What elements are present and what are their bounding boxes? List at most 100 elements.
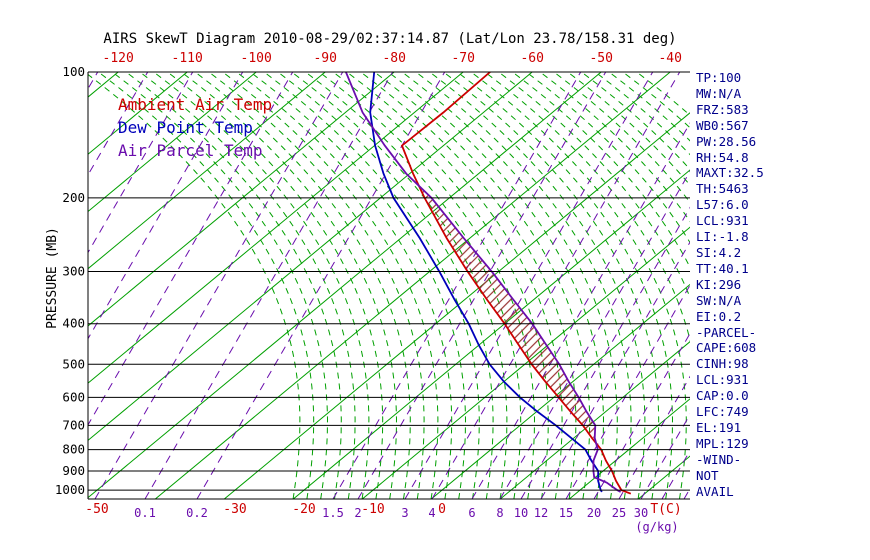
isotherm-line xyxy=(88,72,257,213)
moist-adiabat-line xyxy=(88,73,301,499)
moist-adiabat-line xyxy=(180,72,398,499)
moist-adiabat-line xyxy=(470,72,687,499)
moist-adiabat-line xyxy=(249,72,467,499)
plot-area xyxy=(0,72,690,499)
moist-adiabat-line xyxy=(553,72,690,204)
mixing-ratio-label: 3 xyxy=(401,506,408,520)
mixing-unit-label: (g/kg) xyxy=(635,520,678,534)
mixing-ratio-line xyxy=(471,122,690,499)
top-temp-label: -60 xyxy=(520,51,543,66)
moist-adiabat-line xyxy=(581,72,690,171)
mixing-ratio-line xyxy=(88,72,244,340)
moist-adiabat-line xyxy=(374,72,591,499)
moist-adiabat-line xyxy=(594,72,690,156)
moist-adiabat-line xyxy=(456,72,674,499)
stat-line: PW:28.56 xyxy=(696,133,757,149)
mixing-ratio-line xyxy=(661,449,690,499)
moist-adiabat-line xyxy=(387,72,605,499)
legend-dewpoint: Dew Point Temp xyxy=(118,118,253,137)
mixing-ratio-line xyxy=(196,72,446,499)
legend-ambient: Ambient Air Temp xyxy=(118,95,272,114)
pressure-tick-label: 700 xyxy=(62,417,85,432)
moist-adiabat-line xyxy=(346,72,563,499)
isotherm-line xyxy=(0,72,49,499)
mixing-ratio-label: 8 xyxy=(496,506,503,520)
moist-adiabat-line xyxy=(236,72,453,499)
top-temp-label: -80 xyxy=(382,51,405,66)
temp-unit-label: T(C) xyxy=(650,502,681,517)
moist-adiabat-line xyxy=(139,72,356,499)
stat-line: LI:-1.8 xyxy=(696,229,749,245)
stat-line: FRZ:583 xyxy=(696,101,749,117)
moist-adiabat-line xyxy=(539,72,690,223)
stat-line: NOT xyxy=(696,467,719,483)
pressure-tick-label: 900 xyxy=(62,463,85,478)
mixing-ratio-line xyxy=(88,72,149,176)
pressure-tick-label: 100 xyxy=(62,64,85,79)
chart-title: AIRS SkewT Diagram 2010-08-29/02:37:14.8… xyxy=(103,31,677,47)
parcel-curve xyxy=(345,72,622,493)
pressure-tick-label: 200 xyxy=(62,190,85,205)
mixing-ratio-line xyxy=(332,72,582,499)
bottom-temp-label: 0 xyxy=(438,502,446,517)
stat-line: MPL:129 xyxy=(696,435,749,451)
stat-line: LCL:931 xyxy=(696,372,749,388)
top-temp-label: -70 xyxy=(451,51,474,66)
stat-line: TP:100 xyxy=(696,70,742,85)
moist-adiabat-line xyxy=(153,72,370,499)
moist-adiabat-line xyxy=(512,72,690,269)
moist-adiabat-line xyxy=(291,72,508,499)
mixing-ratio-label: 0.2 xyxy=(186,506,208,520)
moist-adiabat-line xyxy=(567,72,690,186)
top-temp-label: -90 xyxy=(313,51,336,66)
pressure-tick-label: 1000 xyxy=(55,482,85,497)
legend-parcel: Air Parcel Temp xyxy=(118,141,263,160)
moist-adiabat-line xyxy=(222,72,439,499)
top-temp-label: -40 xyxy=(658,51,681,66)
mixing-ratio-label: 10 xyxy=(514,506,528,520)
mixing-ratio-label: 20 xyxy=(587,506,601,520)
moist-adiabat-line xyxy=(194,72,411,499)
moist-adiabat-line xyxy=(125,72,342,499)
moist-adiabat-line xyxy=(208,72,425,499)
moist-adiabat-line xyxy=(277,72,494,499)
moist-adiabat-line xyxy=(525,72,690,244)
pressure-tick-label: 600 xyxy=(62,389,85,404)
stat-line: L57:6.0 xyxy=(696,197,749,213)
stat-line: LFC:749 xyxy=(696,404,749,420)
mixing-ratio-line xyxy=(357,72,607,499)
cape-hatch-region xyxy=(420,189,596,438)
stat-line: SW:N/A xyxy=(696,292,742,308)
top-temp-label: -50 xyxy=(589,51,612,66)
stat-line: TT:40.1 xyxy=(696,260,749,276)
stat-line: CAPE:608 xyxy=(696,340,757,356)
stat-line: RH:54.8 xyxy=(696,149,749,165)
stat-line: EI:0.2 xyxy=(696,308,742,324)
stat-line: -WIND- xyxy=(696,451,742,467)
isotherm-line xyxy=(568,398,690,499)
isotherm-line xyxy=(361,226,690,499)
pressure-tick-label: 500 xyxy=(62,356,85,371)
moist-adiabat-line xyxy=(167,72,384,499)
isotherm-line xyxy=(88,72,464,384)
moist-adiabat-line xyxy=(401,72,618,499)
moist-adiabat-line xyxy=(263,72,480,499)
isotherm-line xyxy=(88,72,188,155)
stat-line: SI:4.2 xyxy=(696,244,742,260)
isotherm-line xyxy=(499,341,690,499)
mixing-ratio-line xyxy=(88,72,294,426)
moist-adiabat-line xyxy=(429,72,646,499)
moist-adiabat-line xyxy=(443,72,660,499)
moist-adiabat-line xyxy=(332,72,549,499)
moist-adiabat-lines xyxy=(88,72,690,499)
isotherm-line xyxy=(292,169,690,499)
moist-adiabat-line xyxy=(98,72,315,499)
mixing-ratio-label: 15 xyxy=(559,506,573,520)
moist-adiabat-line xyxy=(111,72,329,499)
mixing-ratio-label: 25 xyxy=(612,506,626,520)
stat-line: CINH:98 xyxy=(696,356,749,372)
mixing-ratio-label: 12 xyxy=(534,506,548,520)
stat-line: WB0:567 xyxy=(696,117,749,133)
